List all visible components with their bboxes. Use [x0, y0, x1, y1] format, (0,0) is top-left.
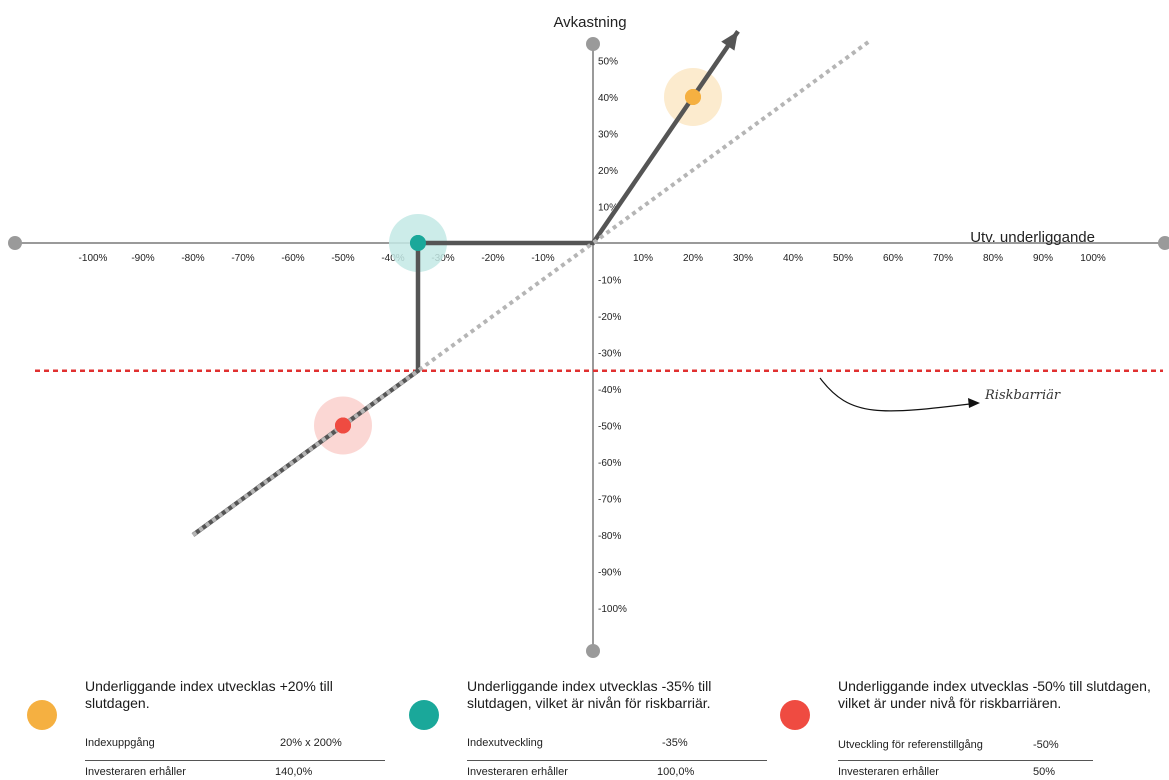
y-tick-label: 50% [598, 57, 618, 68]
scenario-1-description: Underliggande index utvecklas +20% till … [85, 678, 333, 711]
x-tick-label: -90% [131, 253, 154, 264]
barrier-callout-arrowhead [968, 398, 980, 408]
y-tick-label: 20% [598, 166, 618, 177]
tick-labels: -100% -90% -80% -70% -60% -50% -40% -30% -20% -10… [79, 57, 1106, 616]
scenario-3-row-1-label: Utveckling för referenstillgång [838, 739, 983, 751]
scenario-1-separator [85, 760, 385, 761]
scenario-markers [314, 68, 722, 455]
scenario-3-dot [780, 700, 810, 730]
payoff-chart: -100% -90% -80% -70% -60% -50% -40% -30% -20% -10… [8, 14, 1169, 658]
scenario-3-row-2-label: Investeraren erhåller [838, 766, 939, 778]
y-tick-label: -60% [598, 458, 621, 469]
y-tick-label: -20% [598, 312, 621, 323]
x-tick-label: -20% [481, 253, 504, 264]
scenario-3-row-1-value: -50% [1033, 739, 1059, 751]
scenario-1-row-2-label: Investeraren erhåller [85, 766, 186, 778]
y-axis-title: Avkastning [553, 14, 626, 31]
reference-line [191, 38, 872, 537]
y-tick-label: -40% [598, 385, 621, 396]
x-tick-label: 100% [1080, 253, 1106, 264]
payoff-arrowhead [721, 31, 738, 51]
scenario-3-row-2-value: 50% [1033, 766, 1056, 778]
barrier-label: Riskbarriär [984, 388, 1061, 403]
scenario-2-description: Underliggande index utvecklas -35% till … [467, 678, 712, 711]
scenario-2-row-2-label: Investeraren erhåller [467, 766, 568, 778]
x-tick-label: 50% [833, 253, 853, 264]
scenario-2-dot [409, 700, 439, 730]
x-tick-label: 80% [983, 253, 1003, 264]
y-tick-label: -70% [598, 495, 621, 506]
x-tick-label: -30% [431, 253, 454, 264]
x-axis-title: Utv. underliggande [970, 229, 1095, 246]
x-tick-label: -40% [381, 253, 404, 264]
scenario-3-separator [838, 760, 1093, 761]
x-tick-label: 70% [933, 253, 953, 264]
x-tick-label: -70% [231, 253, 254, 264]
y-axis-bottom-end [586, 644, 600, 658]
x-tick-label: -100% [79, 253, 108, 264]
marker-dot-1 [685, 89, 701, 105]
y-tick-label: -50% [598, 422, 621, 433]
x-tick-label: -10% [531, 253, 554, 264]
scenario-2-row-1-value: -35% [662, 737, 688, 749]
x-tick-label: -50% [331, 253, 354, 264]
y-tick-label: -10% [598, 276, 621, 287]
x-tick-label: 30% [733, 253, 753, 264]
payoff-line [191, 30, 740, 537]
x-tick-label: 40% [783, 253, 803, 264]
scenario-2-row-1-label: Indexutveckling [467, 737, 543, 749]
y-axis-top-end [586, 37, 600, 51]
risk-barrier: Riskbarriär [35, 369, 1163, 412]
barrier-callout-curve [819, 377, 979, 412]
y-tick-label: 40% [598, 93, 618, 104]
scenario-1-row-2-value: 140,0% [275, 766, 313, 778]
x-tick-label: 90% [1033, 253, 1053, 264]
x-tick-label: -80% [181, 253, 204, 264]
y-tick-label: -90% [598, 568, 621, 579]
y-tick-label: -80% [598, 531, 621, 542]
y-tick-label: 30% [598, 130, 618, 141]
axes [8, 37, 1169, 658]
x-axis-left-end [8, 236, 22, 250]
x-tick-label: 60% [883, 253, 903, 264]
x-tick-label: 20% [683, 253, 703, 264]
y-tick-label: 10% [598, 203, 618, 214]
marker-dot-2 [410, 235, 426, 251]
y-tick-label: -100% [598, 604, 627, 615]
scenario-1-row-1-value: 20% x 200% [280, 737, 342, 749]
x-axis-right-end [1158, 236, 1169, 250]
x-tick-label: -60% [281, 253, 304, 264]
x-tick-label: 10% [633, 253, 653, 264]
scenario-1-row-1-label: Indexuppgång [85, 737, 155, 749]
scenario-2-separator [467, 760, 767, 761]
series-lines [191, 30, 872, 537]
scenario-2-row-2-value: 100,0% [657, 766, 695, 778]
scenario-1-dot [27, 700, 57, 730]
marker-dot-3 [335, 417, 351, 434]
scenario-3-description: Underliggande index utvecklas -50% till … [838, 678, 1151, 711]
y-tick-label: -30% [598, 349, 621, 360]
